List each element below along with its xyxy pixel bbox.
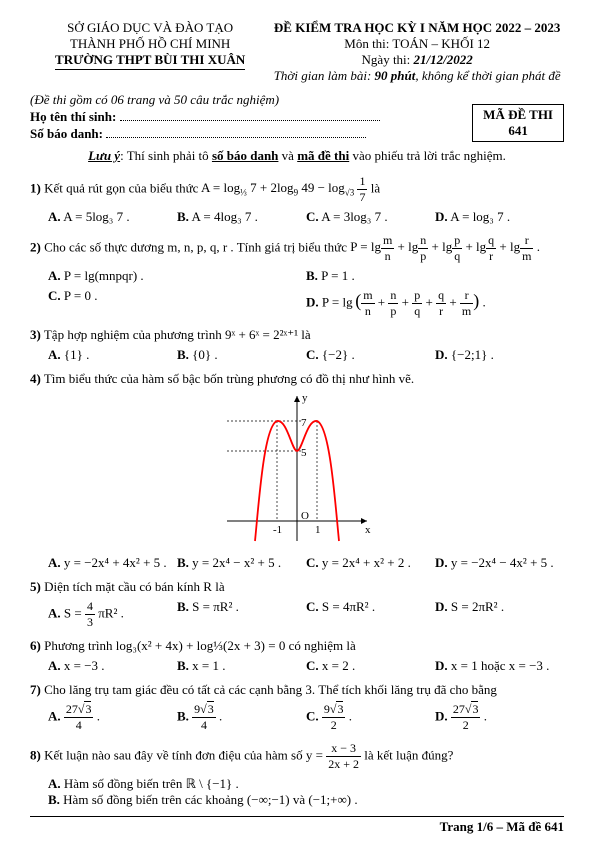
svg-text:1: 1 bbox=[315, 524, 321, 536]
note-line: Lưu ý: Thí sinh phải tô số báo danh và m… bbox=[30, 148, 564, 164]
q2-options: A. P = lg(mnpqr) . B. P = 1 . C. P = 0 .… bbox=[48, 268, 564, 319]
q2-c: C. P = 0 . bbox=[48, 288, 306, 319]
exam-title: ĐỀ KIỂM TRA HỌC KỲ I NĂM HỌC 2022 – 2023 bbox=[270, 20, 564, 36]
q1-a: A. A = 5log₃ 7 . bbox=[48, 209, 177, 225]
city: THÀNH PHỐ HỒ CHÍ MINH bbox=[30, 36, 270, 52]
q6-options: A. x = −3 . B. x = 1 . C. x = 2 . D. x =… bbox=[48, 658, 564, 674]
q6-a: A. x = −3 . bbox=[48, 658, 177, 674]
header-left: SỞ GIÁO DỤC VÀ ĐÀO TẠO THÀNH PHỐ HỒ CHÍ … bbox=[30, 20, 270, 84]
svg-text:-1: -1 bbox=[273, 524, 282, 536]
q4-options: A. y = −2x⁴ + 4x² + 5 . B. y = 2x⁴ − x² … bbox=[48, 555, 564, 571]
q6-d: D. x = 1 hoặc x = −3 . bbox=[435, 658, 564, 674]
q4-graph: x y O 7 5 -1 1 bbox=[217, 391, 377, 551]
q8-b: B. Hàm số đồng biến trên các khoảng (−∞;… bbox=[48, 792, 564, 808]
dept: SỞ GIÁO DỤC VÀ ĐÀO TẠO bbox=[30, 20, 270, 36]
q5-a: A. S = 43 πR² . bbox=[48, 599, 177, 630]
q8-a: A. Hàm số đồng biến trên ℝ \ {−1} . bbox=[48, 776, 564, 792]
q1-options: A. A = 5log₃ 7 . B. A = 4log₃ 7 . C. A =… bbox=[48, 209, 564, 225]
q3-c: C. {−2} . bbox=[306, 347, 435, 363]
q2-d: D. P = lg (mn + np + pq + qr + rm) . bbox=[306, 288, 564, 319]
q4: 4) Tìm biểu thức của hàm số bậc bốn trùn… bbox=[30, 371, 564, 387]
q5-c: C. S = 4πR² . bbox=[306, 599, 435, 630]
q4-a: A. y = −2x⁴ + 4x² + 5 . bbox=[48, 555, 177, 571]
q1-d: D. A = log₃ 7 . bbox=[435, 209, 564, 225]
q4-d: D. y = −2x⁴ − 4x² + 5 . bbox=[435, 555, 564, 571]
q4-c: C. y = 2x⁴ + x² + 2 . bbox=[306, 555, 435, 571]
svg-text:5: 5 bbox=[301, 447, 307, 459]
q2: 2) Cho các số thực dương m, n, p, q, r .… bbox=[30, 233, 564, 264]
q3: 3) Tập hợp nghiệm của phương trình 9ˣ + … bbox=[30, 327, 564, 343]
q1: 1) Kết quả rút gọn của biểu thức A = log… bbox=[30, 174, 564, 205]
svg-text:x: x bbox=[365, 524, 371, 536]
name-field bbox=[120, 108, 380, 121]
date: Ngày thi: 21/12/2022 bbox=[270, 52, 564, 68]
svg-text:y: y bbox=[302, 392, 308, 404]
q5-b: B. S = πR² . bbox=[177, 599, 306, 630]
q4-b: B. y = 2x⁴ − x² + 5 . bbox=[177, 555, 306, 571]
q6-c: C. x = 2 . bbox=[306, 658, 435, 674]
q8: 8) Kết luận nào sau đây về tính đơn điệu… bbox=[30, 741, 564, 772]
q6: 6) Phương trình log₃(x² + 4x) + log⅓(2x … bbox=[30, 638, 564, 654]
svg-text:O: O bbox=[301, 510, 309, 522]
q1-b: B. A = 4log₃ 7 . bbox=[177, 209, 306, 225]
q5-options: A. S = 43 πR² . B. S = πR² . C. S = 4πR²… bbox=[48, 599, 564, 630]
footer: Trang 1/6 – Mã đề 641 bbox=[30, 816, 564, 835]
exam-code-box: MÃ ĐỀ THI 641 bbox=[472, 104, 564, 142]
q7-d: D. 27√32 . bbox=[435, 702, 564, 733]
q7: 7) Cho lăng trụ tam giác đều có tất cả c… bbox=[30, 682, 564, 698]
header-right: ĐỀ KIỂM TRA HỌC KỲ I NĂM HỌC 2022 – 2023… bbox=[270, 20, 564, 84]
q3-a: A. {1} . bbox=[48, 347, 177, 363]
id-field bbox=[106, 125, 366, 138]
q5: 5) Diện tích mặt cầu có bán kính R là bbox=[30, 579, 564, 595]
q3-options: A. {1} . B. {0} . C. {−2} . D. {−2;1} . bbox=[48, 347, 564, 363]
q2-a: A. P = lg(mnpqr) . bbox=[48, 268, 306, 284]
q1-c: C. A = 3log₃ 7 . bbox=[306, 209, 435, 225]
q7-a: A. 27√34 . bbox=[48, 702, 177, 733]
school: TRƯỜNG THPT BÙI THI XUÂN bbox=[55, 52, 245, 70]
subject: Môn thi: TOÁN – KHỐI 12 bbox=[270, 36, 564, 52]
time: Thời gian làm bài: 90 phút, không kể thờ… bbox=[270, 68, 564, 84]
q7-c: C. 9√32 . bbox=[306, 702, 435, 733]
q6-b: B. x = 1 . bbox=[177, 658, 306, 674]
header: SỞ GIÁO DỤC VÀ ĐÀO TẠO THÀNH PHỐ HỒ CHÍ … bbox=[30, 20, 564, 84]
q3-b: B. {0} . bbox=[177, 347, 306, 363]
q2-formula: P = lgmn + lgnp + lgpq + lgqr + lgrm . bbox=[350, 239, 540, 254]
svg-text:7: 7 bbox=[301, 417, 307, 429]
q7-b: B. 9√34 . bbox=[177, 702, 306, 733]
q3-d: D. {−2;1} . bbox=[435, 347, 564, 363]
q7-options: A. 27√34 . B. 9√34 . C. 9√32 . D. 27√32 … bbox=[48, 702, 564, 733]
q8-options: A. Hàm số đồng biến trên ℝ \ {−1} . B. H… bbox=[48, 776, 564, 808]
q5-d: D. S = 2πR² . bbox=[435, 599, 564, 630]
q1-formula: A = log⅓ 7 + 2log9 49 − log√3 17 bbox=[201, 180, 371, 195]
q2-b: B. P = 1 . bbox=[306, 268, 564, 284]
